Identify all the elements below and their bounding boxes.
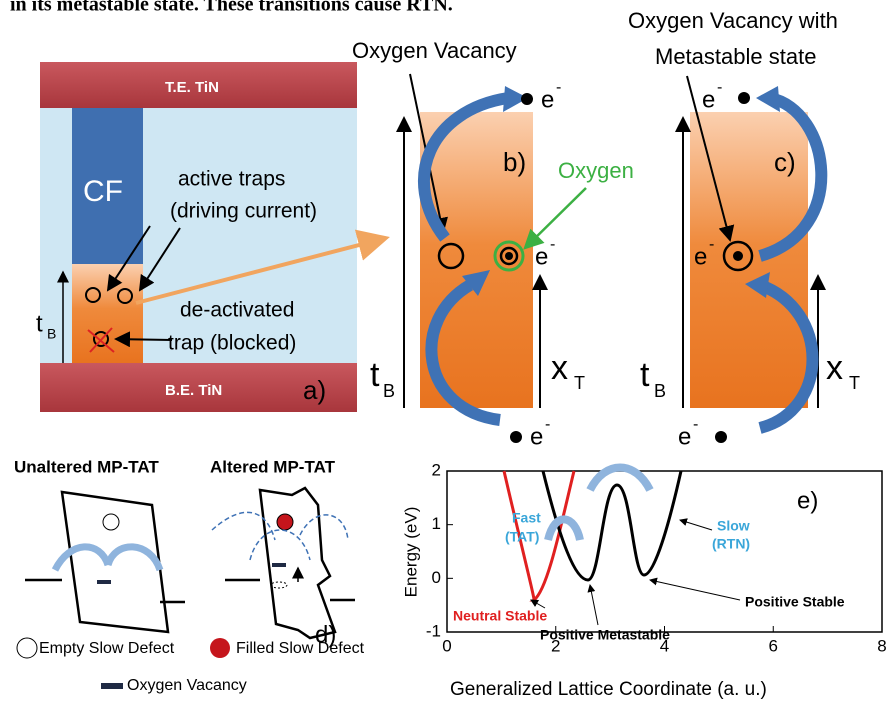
vacancy [272,563,286,567]
top-electrode-label: T.E. TiN [165,79,219,96]
vacancy [97,580,111,584]
legend-empty-label: Empty Slow Defect [39,640,175,657]
electron-label: e [541,86,554,113]
x-tick-label: 2 [551,636,560,655]
electron [505,252,513,260]
thickness-sub: B [47,326,56,342]
electron-sup: - [556,79,561,96]
y-axis-label: Energy (eV) [401,507,420,598]
legend-empty [17,638,37,658]
x-tick-label: 8 [877,636,886,655]
arrow [525,188,586,248]
thickness: t [370,356,380,394]
position-sub: T [849,373,860,393]
unaltered-title: Unaltered MP-TAT [14,457,159,476]
oxygen-label: Oxygen [558,158,634,183]
gap-region [72,264,143,363]
panel-b: Oxygen Vacancy Oxygen b) e - e - e - t B… [352,38,634,451]
panel-label: e) [797,487,818,514]
electron-label: e [535,243,548,270]
electron-label: e [678,423,691,450]
positive-stable: Positive Stable [745,594,845,610]
panel-e: e) Fast (TAT) Slow (RTN) Neutral Stable … [401,460,886,700]
header-text: in its metastable state. These transitio… [10,0,453,16]
legend-vacancy-label: Oxygen Vacancy [127,677,247,694]
figure: in its metastable state. These transitio… [0,0,893,724]
x-tick-label: 4 [660,636,669,655]
y-tick-label: 1 [432,514,441,533]
former-site [271,582,287,588]
electron-sup: - [545,416,550,433]
legend-filled [210,638,230,658]
active-traps-note: (driving current) [170,200,317,223]
electron-sup: - [693,416,698,433]
panel-label: a) [303,375,326,405]
position: x [826,349,843,387]
electron-label: e [702,86,715,113]
barrier [225,488,355,638]
panel-a: T.E. TiN B.E. TiN CF active traps (drivi… [36,62,386,412]
filament-label: CF [83,175,123,208]
electron-label: e [694,243,707,270]
active-traps: active traps [178,168,285,191]
x-axis-label: Generalized Lattice Coordinate (a. u.) [450,679,767,700]
electron [510,431,522,443]
panel-title: Oxygen Vacancy with [628,8,838,33]
arrow [680,520,712,530]
electron-sup: - [550,236,555,253]
y-tick-label: 0 [432,568,441,587]
slow-label: Slow [717,518,750,534]
positive-curve [543,471,681,580]
panel-title: Oxygen Vacancy [352,38,517,63]
position: x [551,349,568,387]
thickness-sub: B [654,381,666,401]
legend-vacancy [101,683,123,689]
fast-label: Fast [512,510,541,526]
arrow [116,339,172,340]
bottom-electrode-label: B.E. TiN [165,382,222,399]
transition-arrow [548,519,580,540]
altered-title: Altered MP-TAT [210,457,336,476]
fast-note: (TAT) [505,529,539,545]
electron-sup: - [717,79,722,96]
panel-c: Oxygen Vacancy with Metastable state c) … [628,8,860,451]
electron [738,92,750,104]
arrow [590,585,598,625]
panel-label: c) [774,147,796,177]
thickness-sub: B [383,381,395,401]
empty-defect [103,514,119,530]
deactivated-note: trap (blocked) [168,332,296,355]
electron-sup: - [709,236,714,253]
y-tick-label: 2 [432,460,441,479]
electron-label: e [530,423,543,450]
position-sub: T [574,373,585,393]
panel-d: Unaltered MP-TAT Altered MP-TAT d) Empty… [14,457,365,694]
electron [715,431,727,443]
electron [521,93,533,105]
x-tick-label: 0 [442,636,451,655]
deactivated: de-activated [180,299,294,322]
thickness: t [640,356,650,394]
arrow [650,580,740,600]
thickness: t [36,310,43,337]
electron [733,251,743,261]
slow-note: (RTN) [712,536,750,552]
neutral-stable: Neutral Stable [453,608,547,624]
x-tick-label: 6 [769,636,778,655]
panel-title: Metastable state [655,44,816,69]
filled-defect [277,514,293,530]
y-tick-label: -1 [426,621,441,640]
legend-filled-label: Filled Slow Defect [236,640,365,657]
arrowhead [756,86,780,112]
panel-label: b) [503,147,526,177]
